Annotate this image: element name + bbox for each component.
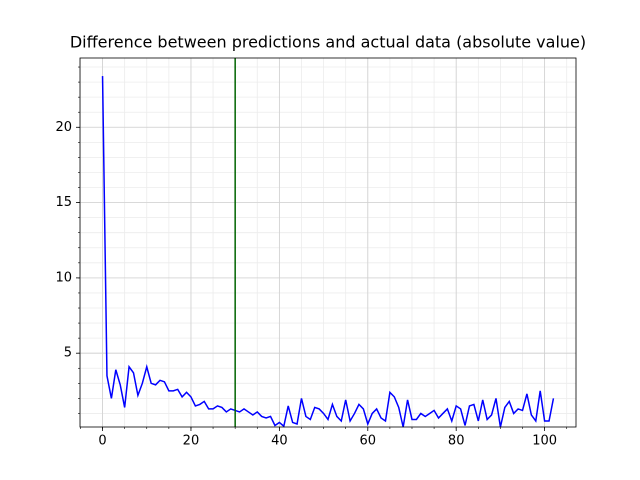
y-tick-label: 20	[55, 120, 72, 135]
y-tick-label: 15	[55, 195, 72, 210]
data-line	[101, 76, 555, 428]
y-tick-label: 10	[55, 270, 72, 285]
x-tick-label: 20	[183, 434, 200, 449]
x-tick-label: 0	[98, 434, 106, 449]
x-tick-label: 40	[271, 434, 288, 449]
y-tick-label: 5	[64, 346, 72, 361]
x-tick-label: 80	[448, 434, 465, 449]
x-tick-label: 100	[532, 434, 557, 449]
axes-frame	[79, 57, 577, 428]
chart-title: Difference between predictions and actua…	[70, 33, 586, 52]
x-tick-label: 60	[360, 434, 377, 449]
